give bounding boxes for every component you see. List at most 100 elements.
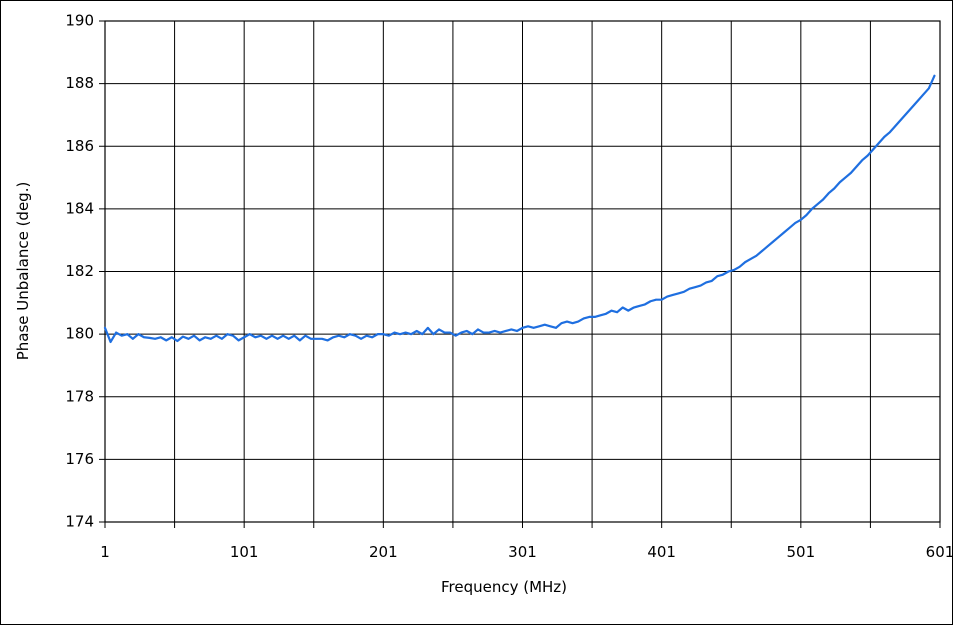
data-point (488, 331, 490, 334)
data-point (649, 300, 652, 303)
data-point (421, 333, 424, 335)
data-point (605, 312, 607, 315)
data-point (610, 309, 613, 312)
data-point (248, 333, 251, 335)
data-point (393, 331, 396, 334)
data-point (404, 331, 407, 334)
y-axis-title: Phase Unbalance (deg.) (14, 182, 32, 361)
data-point (633, 306, 635, 309)
data-point (354, 334, 357, 337)
data-point (861, 159, 863, 162)
data-point (321, 338, 323, 340)
data-point (710, 280, 713, 282)
data-point (221, 338, 223, 340)
data-point (365, 334, 368, 337)
data-point (616, 311, 618, 314)
x-tick-label: 301 (508, 543, 537, 561)
data-point (839, 181, 841, 184)
data-point (883, 136, 886, 138)
data-point (833, 187, 836, 190)
data-point (132, 338, 134, 340)
data-point (627, 309, 630, 312)
data-point (415, 330, 418, 332)
data-point (449, 331, 451, 334)
data-point (371, 336, 374, 339)
data-point (844, 176, 847, 179)
data-point (293, 334, 296, 337)
data-point (666, 295, 669, 298)
data-point (193, 334, 195, 337)
data-point (827, 192, 830, 195)
data-point (644, 303, 646, 306)
y-tick-label: 178 (65, 387, 94, 405)
y-tick-label: 174 (65, 513, 94, 531)
data-point (582, 317, 585, 320)
data-point (204, 336, 206, 339)
data-point (655, 298, 657, 301)
data-point (916, 100, 919, 102)
data-point (911, 106, 913, 108)
data-point (933, 75, 936, 77)
data-point (338, 334, 340, 337)
data-point (855, 165, 858, 168)
data-point (493, 330, 496, 332)
data-point (104, 327, 106, 329)
series-line (103, 74, 936, 344)
data-point (388, 334, 390, 337)
data-point (905, 112, 908, 115)
data-point (660, 298, 663, 301)
data-point (705, 281, 707, 284)
data-point (360, 338, 362, 340)
data-point (154, 338, 156, 340)
data-point (499, 331, 502, 334)
data-point (755, 255, 758, 257)
data-point (811, 208, 813, 210)
y-tick-label: 184 (65, 199, 94, 217)
data-point (438, 328, 440, 331)
data-point (677, 292, 680, 295)
data-point (427, 327, 429, 329)
data-point (120, 334, 123, 337)
data-point (315, 338, 318, 340)
data-point (159, 336, 162, 339)
data-point (638, 305, 641, 307)
data-point (505, 330, 507, 332)
data-point (126, 333, 129, 335)
data-point (727, 270, 730, 273)
data-point (532, 327, 535, 329)
data-point (577, 320, 579, 323)
data-point (560, 322, 563, 324)
y-tick-label: 188 (65, 74, 94, 92)
data-point (254, 336, 257, 339)
data-point (304, 334, 307, 337)
data-point (271, 334, 273, 337)
data-point (165, 339, 168, 342)
data-point (599, 314, 602, 317)
data-point (716, 275, 719, 278)
data-point (410, 333, 412, 335)
data-point (555, 327, 557, 329)
data-point (538, 325, 540, 328)
data-point (399, 333, 401, 335)
x-tick-label: 201 (369, 543, 398, 561)
data-point (443, 331, 446, 334)
data-point (744, 261, 746, 263)
data-point (237, 339, 240, 342)
data-point (733, 269, 735, 271)
data-point (738, 266, 741, 268)
data-point (594, 316, 596, 318)
data-point (688, 287, 691, 290)
data-point (510, 328, 513, 331)
data-point (928, 87, 930, 90)
data-point (148, 337, 151, 339)
data-point (872, 148, 874, 151)
data-point (588, 316, 591, 318)
y-tick-label: 180 (65, 325, 94, 343)
data-point (477, 328, 479, 331)
data-point (543, 323, 546, 326)
data-point (432, 333, 435, 335)
data-point (777, 236, 780, 238)
data-point (722, 273, 724, 276)
data-point (332, 336, 335, 339)
data-point (260, 334, 262, 337)
